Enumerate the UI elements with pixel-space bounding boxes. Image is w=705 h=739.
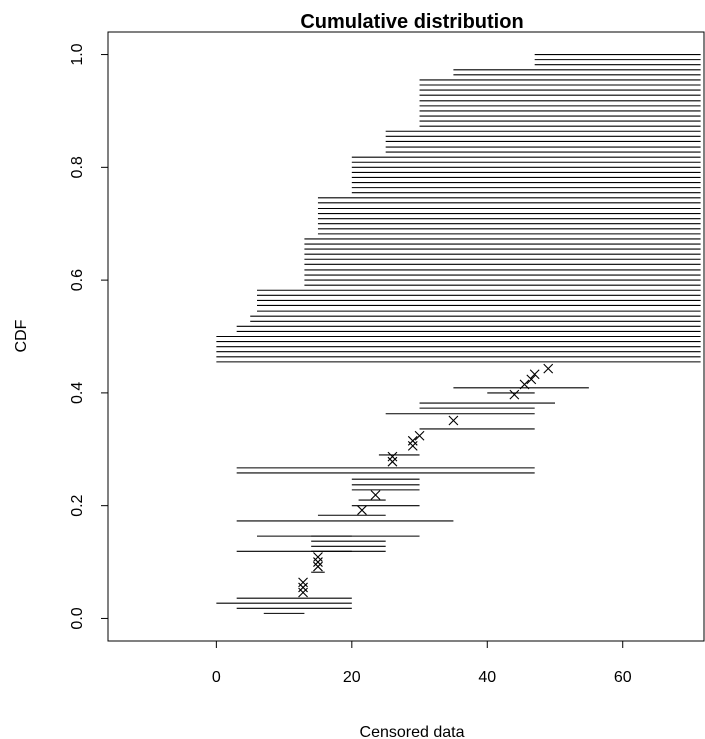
exact-point-marker bbox=[509, 389, 520, 400]
exact-point-marker bbox=[407, 435, 418, 446]
x-axis-label: Censored data bbox=[360, 724, 465, 739]
y-tick-label: 0.2 bbox=[69, 494, 86, 516]
y-tick-label: 0.4 bbox=[69, 382, 86, 404]
exact-point-marker bbox=[313, 561, 323, 572]
exact-point-marker bbox=[313, 557, 323, 567]
y-tick-label: 0.8 bbox=[69, 156, 86, 178]
exact-point-marker bbox=[519, 379, 530, 390]
exact-point-marker bbox=[407, 441, 418, 451]
interval-segments bbox=[216, 387, 589, 614]
x-tick-label: 60 bbox=[614, 669, 632, 686]
y-axis-label: CDF bbox=[13, 319, 30, 352]
y-tick-label: 1.0 bbox=[69, 43, 86, 65]
exact-point-marker bbox=[357, 505, 367, 516]
exact-point-marker bbox=[313, 552, 323, 562]
exact-point-marker bbox=[298, 577, 308, 588]
exact-point-marker bbox=[414, 430, 425, 441]
x-tick-label: 40 bbox=[478, 669, 496, 686]
exact-point-marker bbox=[529, 369, 540, 380]
x-tick-label: 0 bbox=[212, 669, 221, 686]
y-tick-label: 0.0 bbox=[69, 607, 86, 629]
exact-point-marker bbox=[298, 582, 308, 593]
exact-point-marker bbox=[543, 363, 554, 374]
x-axis: 0 20 40 60 bbox=[212, 640, 632, 686]
x-tick-label: 20 bbox=[343, 669, 361, 686]
exact-point-marker bbox=[387, 456, 398, 467]
exact-point-marker bbox=[448, 415, 459, 426]
chart-title: Cumulative distribution bbox=[300, 11, 523, 33]
right-censored-segments bbox=[216, 54, 701, 363]
exact-point-marker bbox=[526, 374, 537, 385]
exact-point-marker bbox=[370, 490, 381, 500]
exact-point-marker bbox=[387, 451, 398, 462]
exact-point-marker bbox=[298, 587, 308, 598]
y-tick-label: 0.6 bbox=[69, 269, 86, 291]
exact-points bbox=[298, 363, 554, 598]
y-axis: 0.0 0.2 0.4 0.6 0.8 1.0 bbox=[69, 43, 109, 630]
